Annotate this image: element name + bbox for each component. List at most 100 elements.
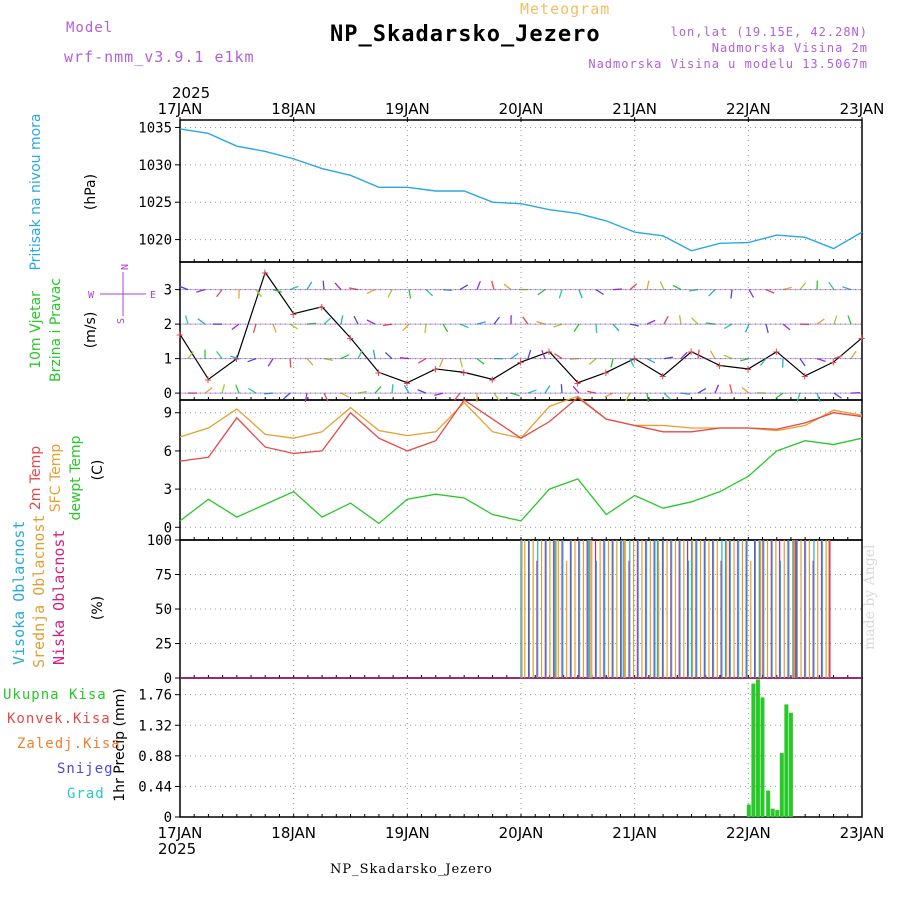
wind-arrow — [221, 384, 226, 394]
y-tick-label: 100 — [147, 533, 172, 549]
wind-arrow — [235, 384, 240, 394]
wind-arrow — [387, 289, 393, 298]
wind-arrow — [850, 350, 857, 359]
top-date-label: 20JAN — [499, 100, 544, 118]
precip-bar — [766, 790, 771, 817]
wind-speed-marker: + — [602, 365, 609, 379]
wind-arrow — [740, 357, 750, 362]
wind-arrow — [629, 283, 638, 291]
bottom-date-label: 17JAN — [158, 824, 203, 842]
wind-arrow — [672, 284, 682, 291]
bottom-date-label: 23JAN — [840, 824, 885, 842]
wind-arrow — [541, 349, 546, 359]
wind-speed-marker: + — [830, 355, 837, 369]
top-date-label: 19JAN — [385, 100, 430, 118]
wind-speed-marker: + — [318, 300, 325, 314]
top-date-label: 23JAN — [840, 100, 885, 118]
top-date-label: 17JAN — [158, 100, 203, 118]
y-tick-label: 0 — [164, 810, 172, 826]
wind-arrow — [476, 358, 485, 365]
precip-conv-label: Konvek.Kisa — [7, 711, 111, 727]
wind-speed-marker: + — [403, 376, 410, 390]
wind-ylabel-1: 10m Vjetar — [28, 291, 44, 369]
wind-arrow — [697, 349, 700, 359]
wind-arrow — [553, 323, 563, 328]
y-tick-label: 9 — [164, 406, 172, 422]
precip-bar — [751, 683, 756, 817]
y-tick-label: 1020 — [138, 233, 172, 249]
wind-arrow — [306, 281, 313, 290]
compass-south: S — [116, 318, 127, 324]
wind-speed-marker: + — [432, 362, 439, 376]
wind-arrow — [353, 315, 359, 325]
sfc-temp-line — [179, 395, 863, 439]
precip-bar — [775, 810, 780, 817]
wind-arrow — [554, 353, 563, 360]
wind-arrow — [357, 390, 367, 394]
y-tick-label: 0 — [164, 520, 172, 536]
wind-speed-marker: + — [574, 376, 581, 390]
wind-arrow — [349, 287, 359, 291]
wind-arrow — [569, 357, 580, 360]
wind-arrow — [459, 358, 463, 368]
wind-speed-marker: + — [375, 365, 382, 379]
wind-arrow — [610, 358, 614, 368]
top-date-label: 21JAN — [612, 100, 657, 118]
wind-speed-marker: + — [517, 355, 524, 369]
footer-station: NP_Skadarsko_Jezero — [330, 862, 493, 877]
wind-arrow — [782, 323, 791, 331]
wind-speed-marker: + — [489, 372, 496, 386]
wind-arrow — [424, 324, 427, 334]
wind-arrow — [493, 392, 500, 401]
wind-arrow — [744, 323, 750, 333]
wind-arrow — [646, 319, 656, 325]
coords-label: lon,lat (19.15E, 42.28N) — [670, 25, 868, 39]
wind-arrow — [775, 392, 784, 399]
y-tick-label: 1 — [164, 352, 172, 368]
wind-speed-marker: + — [858, 331, 865, 345]
wind-arrow — [560, 384, 563, 394]
wind-arrow — [573, 323, 580, 333]
wind-arrow — [833, 355, 843, 360]
wind-arrow — [263, 392, 274, 395]
wind-arrow — [816, 318, 825, 325]
wind-arrow — [625, 392, 631, 402]
precip-bar — [770, 808, 775, 817]
wind-arrow — [578, 289, 583, 299]
wind-arrow — [595, 324, 598, 334]
pressure-unit: (hPa) — [83, 174, 99, 210]
top-date-label: 22JAN — [726, 100, 771, 118]
wind-arrow — [588, 358, 597, 365]
model-label: Model — [66, 20, 114, 36]
wind-arrow — [816, 392, 821, 402]
wind-unit: (m/s) — [83, 312, 99, 349]
pressure-ylabel: Pritisak na nivou mora — [28, 113, 44, 270]
wind-arrow — [527, 389, 537, 394]
wind-arrow — [723, 323, 733, 330]
wind-arrow — [272, 288, 282, 293]
wind-arrow — [833, 315, 838, 325]
top-date-label: 18JAN — [271, 100, 316, 118]
wind-arrow — [663, 315, 669, 325]
bottom-date-label: 19JAN — [385, 824, 430, 842]
wind-arrow — [729, 384, 733, 394]
wind-arrow — [629, 358, 635, 368]
wind-arrow — [322, 280, 325, 290]
y-tick-label: 3 — [164, 482, 172, 498]
wind-arrow — [595, 289, 604, 296]
wind-speed-marker: + — [773, 345, 780, 359]
wind-arrow — [187, 351, 194, 359]
meteogram-label: Meteogram — [520, 0, 611, 18]
wind-arrow — [646, 392, 650, 403]
bottom-date-label: 18JAN — [271, 824, 316, 842]
wind-arrow — [340, 354, 350, 360]
y-tick-label: 1025 — [138, 195, 172, 211]
wind-speed-marker: + — [460, 365, 467, 379]
top-year-label: 2025 — [172, 84, 210, 102]
wind-arrow — [184, 315, 189, 325]
wind-arrow — [334, 282, 342, 291]
y-tick-label: 2 — [164, 317, 172, 333]
wind-speed-marker: + — [290, 307, 297, 321]
wind-arrow — [765, 289, 775, 294]
